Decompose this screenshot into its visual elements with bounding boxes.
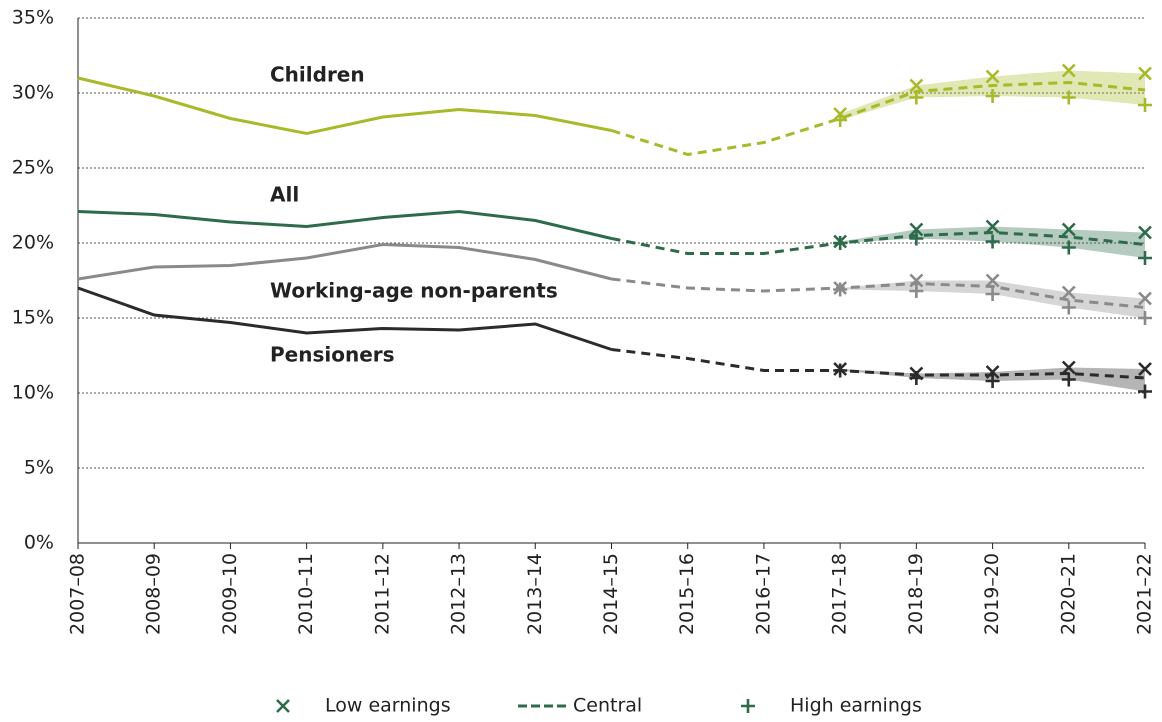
central-line <box>611 230 1146 255</box>
actual-line <box>77 209 612 240</box>
legend-label: Low earnings <box>325 695 451 717</box>
x-tick-label: 2021–22 <box>1134 553 1156 635</box>
x-tick-label: 2018–19 <box>905 553 927 635</box>
series-label: Working-age non-parents <box>270 279 558 303</box>
central-line <box>611 80 1146 157</box>
low-earnings-marker <box>985 69 1000 84</box>
y-tick-label: 0% <box>24 532 54 554</box>
y-tick-label: 35% <box>12 7 54 29</box>
y-tick-label: 25% <box>12 157 54 179</box>
high-earnings-marker <box>1061 372 1076 387</box>
high-earnings-marker <box>833 113 848 127</box>
high-earnings-marker <box>1138 384 1152 399</box>
x-tick-label: 2020–21 <box>1057 553 1079 635</box>
low-earnings-marker <box>1138 291 1152 306</box>
series-label: All <box>270 183 299 207</box>
high-earnings-marker <box>1138 98 1152 112</box>
legend-marker <box>276 699 290 713</box>
low-earnings-marker <box>1061 285 1076 300</box>
high-earnings-marker <box>1061 90 1076 105</box>
high-earnings-marker <box>909 284 924 298</box>
high-earnings-marker <box>909 231 924 246</box>
x-tick-label: 2007–08 <box>67 553 89 635</box>
low-earnings-marker <box>1061 360 1076 375</box>
low-earnings-marker <box>1061 222 1076 237</box>
x-tick-label: 2011–12 <box>371 553 393 635</box>
x-tick-label: 2015–16 <box>676 553 698 635</box>
low-earnings-marker <box>985 273 1000 288</box>
high-earnings-marker <box>1061 240 1076 255</box>
high-earnings-marker <box>1061 300 1076 315</box>
low-earnings-marker <box>909 78 924 93</box>
low-earnings-marker <box>985 219 1000 234</box>
legend-label: Central <box>573 695 642 717</box>
y-tick-label: 20% <box>12 232 54 254</box>
high-earnings-marker <box>833 236 848 250</box>
x-tick-label: 2010–11 <box>295 553 317 635</box>
x-tick-label: 2013–14 <box>524 553 546 635</box>
high-earnings-marker <box>833 282 848 297</box>
x-tick-label: 2016–17 <box>752 553 774 635</box>
low-earnings-marker <box>1138 362 1152 376</box>
high-earnings-marker <box>909 371 924 385</box>
legend-label: High earnings <box>790 695 922 717</box>
y-tick-label: 15% <box>12 307 54 329</box>
x-tick-label: 2009–10 <box>219 553 241 635</box>
actual-line <box>77 76 612 136</box>
x-tick-label: 2012–13 <box>448 553 470 635</box>
low-earnings-marker <box>985 365 1000 379</box>
high-earnings-marker <box>985 287 1000 301</box>
low-earnings-marker <box>909 273 924 288</box>
x-tick-label: 2008–09 <box>143 553 165 635</box>
legend-marker <box>741 699 755 713</box>
y-tick-label: 5% <box>24 457 54 479</box>
actual-line <box>77 242 612 281</box>
x-tick-label: 2017–18 <box>829 553 851 635</box>
x-tick-label: 2019–20 <box>981 553 1003 635</box>
x-tick-label: 2014–15 <box>600 553 622 635</box>
actual-line <box>77 286 612 351</box>
y-tick-label: 10% <box>12 382 54 404</box>
high-earnings-marker <box>1138 311 1152 325</box>
series-label: Children <box>270 63 365 87</box>
y-tick-label: 30% <box>12 82 54 104</box>
high-earnings-marker <box>985 89 1000 103</box>
low-earnings-marker <box>909 222 924 237</box>
high-earnings-marker <box>985 374 1000 388</box>
high-earnings-marker <box>833 363 848 378</box>
high-earnings-marker <box>1138 251 1152 265</box>
low-earnings-marker <box>1138 225 1152 240</box>
series-label: Pensioners <box>270 343 395 367</box>
low-earnings-marker <box>1138 66 1152 81</box>
low-earnings-marker <box>1061 63 1076 78</box>
high-earnings-marker <box>909 90 924 105</box>
high-earnings-marker <box>985 234 1000 249</box>
